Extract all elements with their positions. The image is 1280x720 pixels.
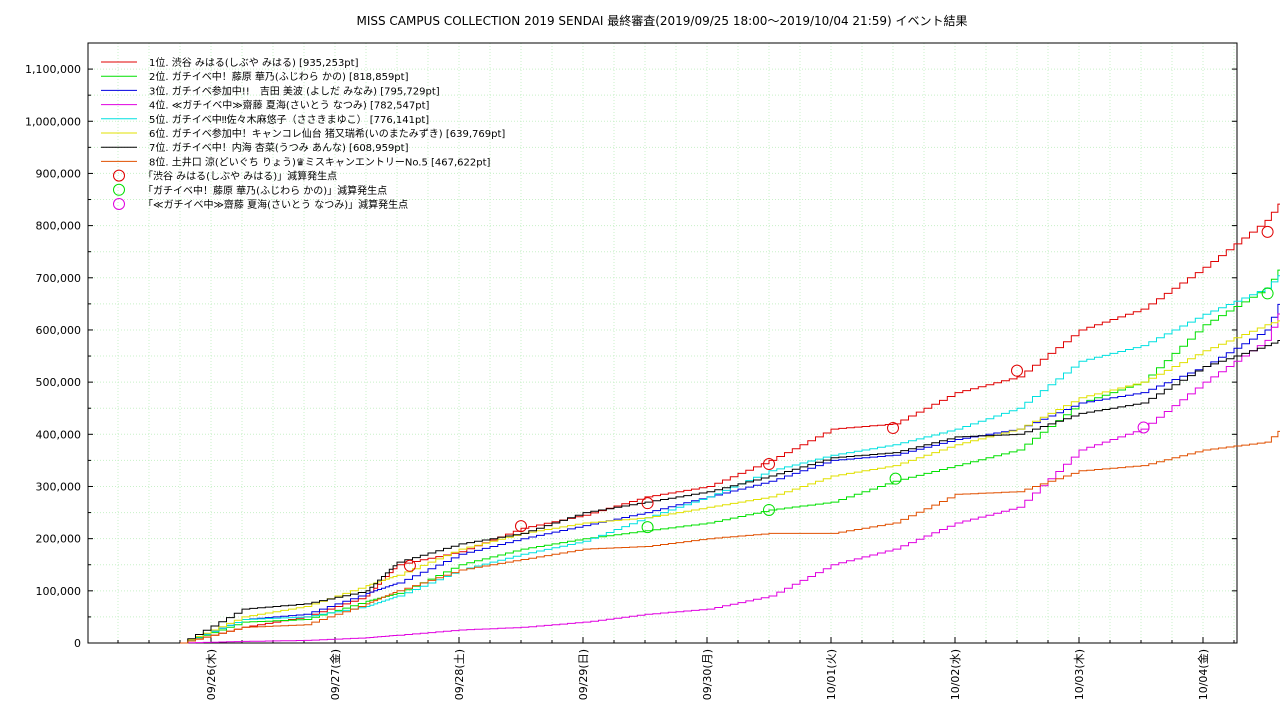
marker-layer bbox=[403, 225, 1274, 572]
x-tick-label: 10/03(木) bbox=[1073, 649, 1086, 700]
legend-label-8: 8位. 土井口 涼(どいぐち りょう)♛ミスキャンエントリーNo.5 [467,… bbox=[149, 155, 491, 168]
legend-label-5: 5位. ガチイベ中‼佐々木麻悠子（ささきまゆこ） [776,141pt] bbox=[149, 113, 429, 126]
deduction-marker-3 bbox=[1137, 421, 1150, 434]
series-line-7 bbox=[180, 340, 1280, 644]
legend-marker-label-3: 「≪ガチイベ中≫齋藤 夏海(さいとう なつみ)」減算発生点 bbox=[143, 198, 408, 211]
deduction-marker-2 bbox=[889, 472, 902, 485]
legend-marker-label-1: 「渋谷 みはる(しぶや みはる)」減算発生点 bbox=[143, 170, 337, 183]
chart-title: MISS CAMPUS COLLECTION 2019 SENDAI 最終審査(… bbox=[356, 13, 967, 28]
y-tick-label: 500,000 bbox=[36, 376, 82, 389]
x-tick-label: 09/30(月) bbox=[701, 649, 714, 700]
y-tick-label: 1,000,000 bbox=[25, 115, 81, 128]
deduction-marker-1 bbox=[887, 422, 899, 435]
y-axis: 0 100,000 200,000 300,000 400,000 500,000 600,… bbox=[25, 63, 1237, 650]
series-line-6 bbox=[180, 320, 1280, 644]
series-line-2 bbox=[180, 269, 1280, 644]
legend-marker-label-2: 「ガチイベ中！藤原 華乃(ふじわら かの)」減算発生点 bbox=[143, 184, 387, 197]
y-tick-label: 800,000 bbox=[36, 220, 82, 233]
series-line-1 bbox=[180, 203, 1280, 644]
legend-label-4: 4位. ≪ガチイベ中≫齋藤 夏海(さいとう なつみ) [782,547pt] bbox=[149, 99, 430, 112]
deduction-marker-1 bbox=[403, 559, 416, 572]
x-tick-label: 09/26(木) bbox=[205, 649, 218, 700]
deduction-marker-2 bbox=[641, 521, 654, 534]
x-tick-label: 09/29(日) bbox=[577, 649, 590, 700]
y-tick-label: 600,000 bbox=[36, 324, 82, 337]
legend-marker-3 bbox=[113, 198, 125, 210]
series-layer bbox=[180, 203, 1280, 644]
legend-marker-1 bbox=[113, 169, 125, 182]
series-line-5 bbox=[180, 275, 1280, 644]
deduction-marker-2 bbox=[763, 503, 775, 516]
y-tick-label: 700,000 bbox=[36, 272, 82, 285]
y-tick-label: 400,000 bbox=[36, 428, 82, 441]
deduction-marker-1 bbox=[1011, 364, 1023, 377]
deduction-marker-1 bbox=[763, 458, 775, 471]
deduction-marker-1 bbox=[641, 497, 654, 510]
legend: 1位. 渋谷 みはる(しぶや みはる) [935,253pt]2位. ガチイベ中… bbox=[101, 56, 505, 211]
grid bbox=[88, 43, 1237, 643]
series-line-8 bbox=[180, 430, 1280, 644]
deduction-marker-1 bbox=[515, 520, 527, 533]
legend-label-7: 7位. ガチイベ中！内海 杏菜(うつみ あんな) [608,959pt] bbox=[149, 141, 409, 154]
x-tick-label: 09/28(土) bbox=[453, 649, 466, 700]
y-tick-label: 300,000 bbox=[36, 480, 82, 493]
series-line-4 bbox=[180, 313, 1280, 644]
x-tick-label: 09/27(金) bbox=[328, 649, 342, 700]
deduction-marker-1 bbox=[1261, 225, 1274, 238]
y-tick-label: 200,000 bbox=[36, 533, 82, 546]
legend-marker-2 bbox=[113, 183, 125, 196]
legend-label-3: 3位. ガチイベ参加中!! 吉田 美波 (よしだ みなみ) [795,729pt… bbox=[149, 84, 440, 97]
x-tick-label: 10/04(金) bbox=[1196, 649, 1210, 700]
y-tick-label: 0 bbox=[74, 637, 81, 650]
x-tick-label: 10/01(火) bbox=[825, 649, 838, 700]
y-tick-label: 100,000 bbox=[36, 585, 82, 598]
legend-label-1: 1位. 渋谷 みはる(しぶや みはる) [935,253pt] bbox=[149, 56, 359, 69]
legend-label-6: 6位. ガチイベ参加中！キャンコレ仙台 猪又瑞希(いのまたみずき) [639,7… bbox=[149, 127, 505, 140]
y-tick-label: 1,100,000 bbox=[25, 63, 81, 76]
x-axis: 09/26(木) 09/27(金) 09/28(土) 09/29(日) 09/30(月)… bbox=[117, 637, 1235, 700]
x-tick-label: 10/02(水) bbox=[949, 649, 962, 700]
series-line-3 bbox=[180, 303, 1280, 644]
deduction-marker-2 bbox=[1261, 287, 1274, 300]
legend-label-2: 2位. ガチイベ中！藤原 華乃(ふじわら かの) [818,859pt] bbox=[149, 70, 409, 83]
y-tick-label: 900,000 bbox=[36, 167, 82, 180]
plot-frame bbox=[87, 42, 1238, 644]
